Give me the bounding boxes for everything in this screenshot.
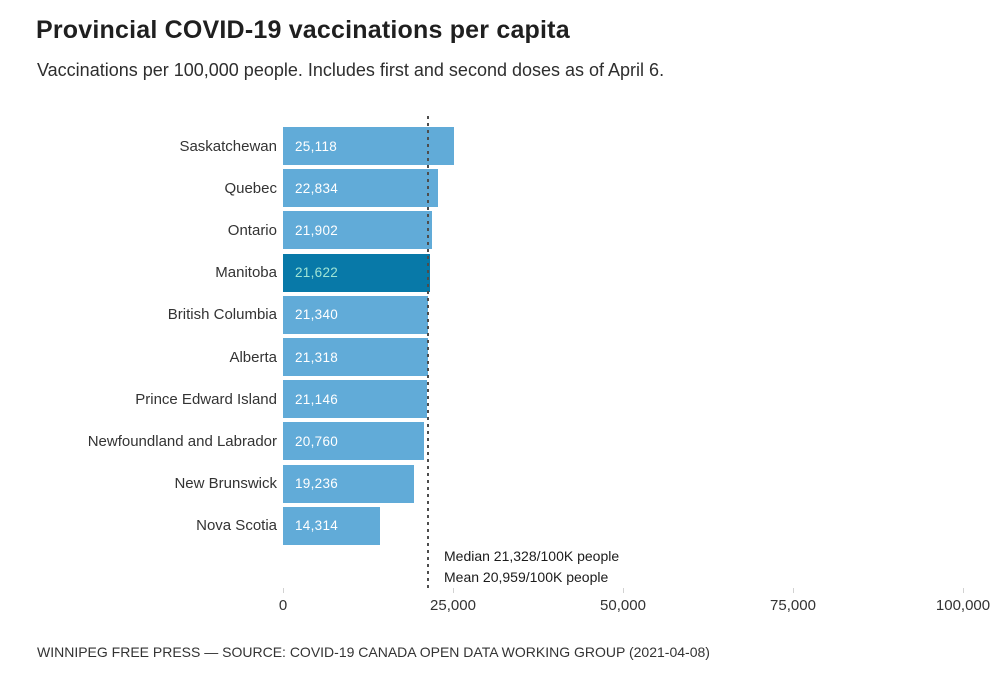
- axis-tick-mark: [623, 588, 624, 593]
- bar-chart: Saskatchewan 25,118 Quebec 22,834 Ontario 21,…: [0, 125, 1000, 547]
- bar: 22,834: [283, 169, 439, 208]
- axis-tick-label: 25,000: [430, 597, 476, 614]
- bar: 25,118: [283, 127, 454, 166]
- axis-tick-mark: [793, 588, 794, 593]
- mean-annotation: Mean 20,959/100K people: [444, 569, 609, 585]
- category-label: Manitoba: [215, 264, 277, 282]
- bar-row: Newfoundland and Labrador 20,760: [0, 420, 1000, 462]
- axis-tick-label: 100,000: [935, 597, 991, 614]
- axis-tick-label: 50,000: [600, 597, 646, 614]
- bar-value-label: 21,902: [295, 222, 339, 238]
- bar-value-label: 14,314: [295, 518, 339, 534]
- category-label: Prince Edward Island: [135, 390, 277, 408]
- axis-tick-label: 75,000: [770, 597, 816, 614]
- chart-title: Provincial COVID-19 vaccinations per cap…: [36, 16, 570, 44]
- bar-row: Manitoba 21,622: [0, 252, 1000, 294]
- bar-value-label: 21,622: [295, 265, 339, 281]
- category-label: Saskatchewan: [179, 137, 277, 155]
- bar-rows: Saskatchewan 25,118 Quebec 22,834 Ontario 21,…: [0, 125, 1000, 547]
- bar-row: Nova Scotia 14,314: [0, 505, 1000, 547]
- bar-value-label: 25,118: [295, 138, 338, 154]
- category-label: British Columbia: [167, 306, 277, 324]
- axis-tick-mark: [963, 588, 964, 593]
- bar: 21,318: [283, 338, 428, 377]
- bar-row: Alberta 21,318: [0, 336, 1000, 378]
- chart-subtitle: Vaccinations per 100,000 people. Include…: [37, 60, 665, 80]
- axis-tick-mark: [453, 588, 454, 593]
- category-label: Quebec: [224, 179, 277, 197]
- median-reference-line: [427, 116, 430, 590]
- bar: 21,146: [283, 380, 427, 419]
- category-label: Ontario: [227, 221, 277, 239]
- bar-row: Ontario 21,902: [0, 209, 1000, 251]
- bar-value-label: 20,760: [295, 433, 339, 449]
- category-label: Alberta: [229, 348, 277, 366]
- bar-value-label: 21,146: [295, 391, 339, 407]
- bar: 14,314: [283, 506, 381, 545]
- bar-value-label: 19,236: [295, 476, 339, 492]
- category-label: Nova Scotia: [196, 517, 277, 535]
- axis-tick-mark: [283, 588, 284, 593]
- bar: 19,236: [283, 464, 414, 503]
- category-label: Newfoundland and Labrador: [87, 432, 277, 450]
- bar-row: Saskatchewan 25,118: [0, 125, 1000, 167]
- bar-value-label: 21,318: [295, 349, 339, 365]
- source-credit: WINNIPEG FREE PRESS — SOURCE: COVID-19 C…: [37, 644, 710, 660]
- bar-row: British Columbia 21,340: [0, 294, 1000, 336]
- bar: 20,760: [283, 422, 425, 461]
- median-annotation: Median 21,328/100K people: [444, 548, 620, 564]
- bar-row: New Brunswick 19,236: [0, 463, 1000, 505]
- bar: 21,340: [283, 295, 429, 334]
- bar-value-label: 21,340: [295, 307, 339, 323]
- axis-tick-label: 0: [278, 597, 288, 614]
- category-label: New Brunswick: [174, 475, 277, 493]
- bar: 21,902: [283, 211, 432, 250]
- bar-row: Prince Edward Island 21,146: [0, 378, 1000, 420]
- bar-value-label: 22,834: [295, 180, 339, 196]
- bar-highlighted: 21,622: [283, 253, 431, 292]
- bar-row: Quebec 22,834: [0, 167, 1000, 209]
